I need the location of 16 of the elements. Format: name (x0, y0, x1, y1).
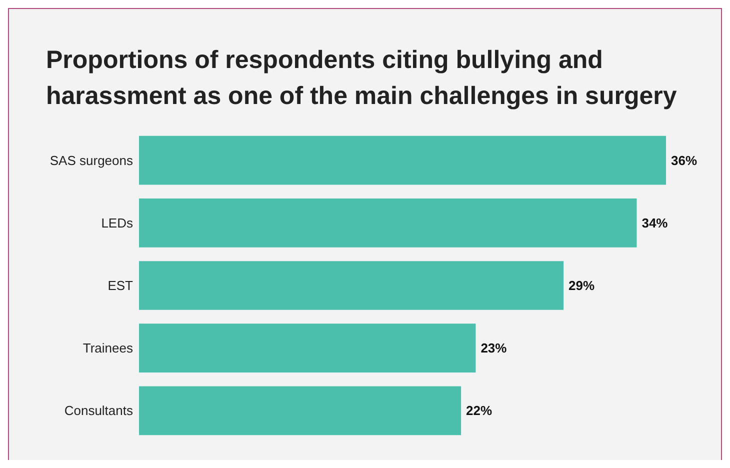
bar (139, 386, 462, 436)
data-label: 34% (642, 215, 668, 230)
data-label: 23% (480, 340, 508, 356)
data-label: 36% (671, 152, 698, 168)
data-label: 29% (568, 278, 595, 293)
bar (139, 324, 476, 373)
y-tick-label: LEDs (101, 215, 134, 230)
bar (139, 198, 637, 248)
y-tick-label: EST (108, 278, 134, 293)
y-tick-label: Trainees (82, 340, 134, 356)
y-tick-label: Consultants (64, 403, 134, 418)
chart-title: Proportions of respondents citing bullying and harassment as one of the main challenges in surgery (46, 46, 677, 110)
y-tick-label: SAS surgeons (50, 152, 134, 168)
data-label: 22% (466, 403, 493, 418)
bar (139, 261, 564, 310)
bar (139, 136, 666, 185)
